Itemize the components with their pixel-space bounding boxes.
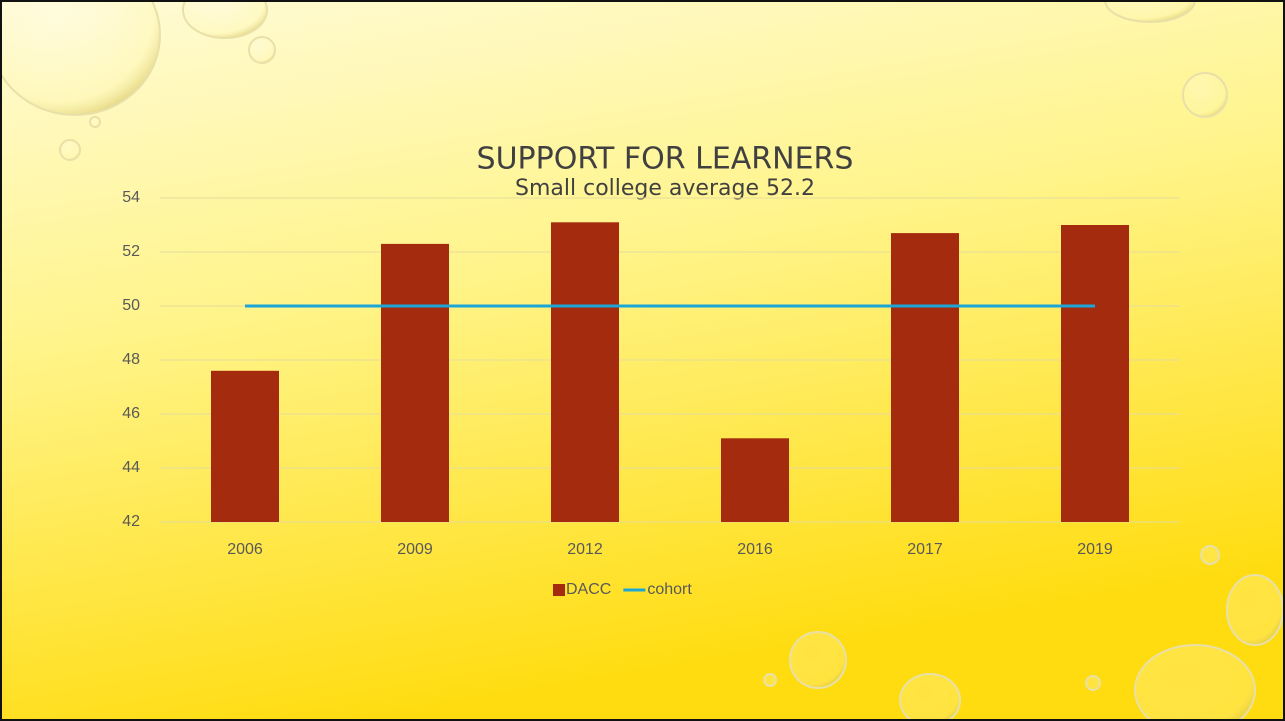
bar — [1061, 225, 1129, 522]
y-tick-label: 48 — [122, 351, 140, 368]
x-tick-label: 2019 — [1077, 541, 1113, 558]
legend-swatch — [553, 584, 565, 596]
chart-subtitle: Small college average 52.2 — [515, 176, 815, 201]
y-tick-label: 54 — [122, 189, 140, 206]
legend-label: DACC — [566, 581, 611, 598]
legend-label: cohort — [647, 581, 692, 598]
x-tick-label: 2012 — [567, 541, 603, 558]
bar — [211, 370, 279, 522]
chart-title: SUPPORT FOR LEARNERS — [477, 142, 854, 177]
y-tick-label: 46 — [122, 405, 140, 422]
y-tick-label: 50 — [122, 297, 140, 314]
y-tick-label: 44 — [122, 459, 140, 476]
x-tick-label: 2006 — [227, 541, 263, 558]
bar — [721, 438, 789, 522]
bar — [891, 233, 959, 522]
y-tick-label: 42 — [122, 513, 140, 530]
y-tick-label: 52 — [122, 243, 140, 260]
x-tick-label: 2016 — [737, 541, 773, 558]
bar — [551, 222, 619, 523]
bar — [381, 243, 449, 522]
x-tick-label: 2017 — [907, 541, 943, 558]
x-tick-label: 2009 — [397, 541, 433, 558]
